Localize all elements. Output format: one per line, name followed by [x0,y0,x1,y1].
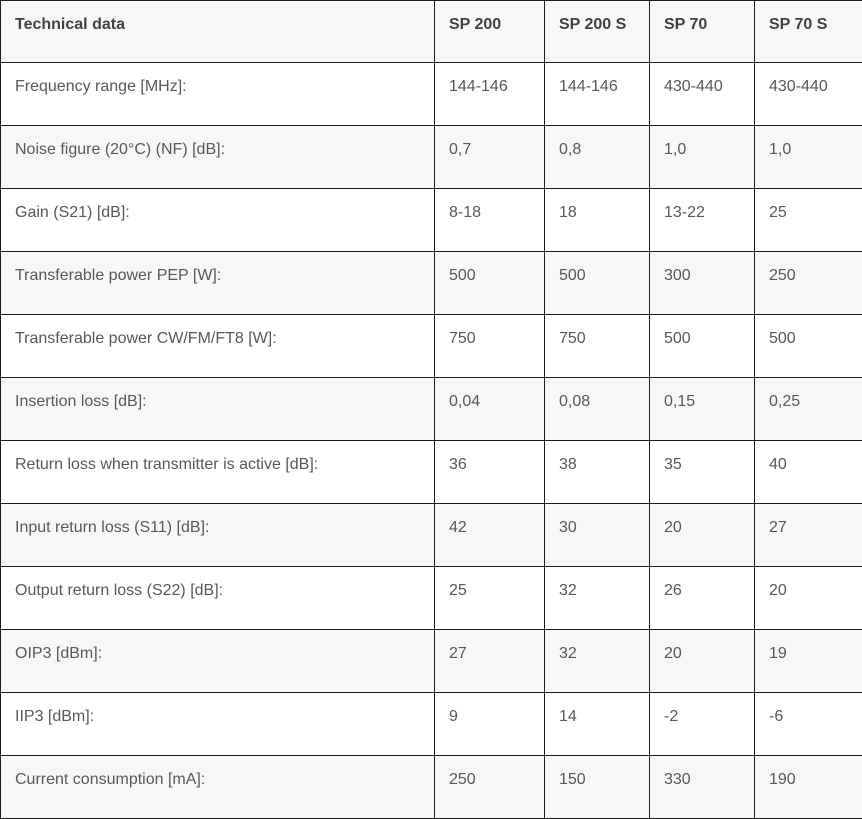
value-cell: 35 [650,441,755,504]
value-cell: 430-440 [650,63,755,126]
value-cell: 30 [545,504,650,567]
value-cell: 0,15 [650,378,755,441]
value-cell: 1,0 [755,126,862,189]
value-cell: 18 [545,189,650,252]
header-cell-product: SP 200 S [545,1,650,63]
value-cell: 0,8 [545,126,650,189]
value-cell: -6 [755,693,862,756]
row-label-cell: Current consumption [mA]: [1,756,435,819]
row-label-cell: Return loss when transmitter is active [… [1,441,435,504]
value-cell: 25 [435,567,545,630]
value-cell: 32 [545,630,650,693]
header-cell-product: SP 200 [435,1,545,63]
value-cell: 40 [755,441,862,504]
value-cell: 36 [435,441,545,504]
value-cell: 250 [435,756,545,819]
value-cell: 144-146 [435,63,545,126]
value-cell: 27 [435,630,545,693]
value-cell: 26 [650,567,755,630]
value-cell: 0,04 [435,378,545,441]
value-cell: 150 [545,756,650,819]
value-cell: 500 [435,252,545,315]
value-cell: 42 [435,504,545,567]
value-cell: 0,7 [435,126,545,189]
row-label-cell: Gain (S21) [dB]: [1,189,435,252]
value-cell: 8-18 [435,189,545,252]
header-cell-product: SP 70 S [755,1,862,63]
value-cell: 190 [755,756,862,819]
value-cell: 0,08 [545,378,650,441]
value-cell: 14 [545,693,650,756]
value-cell: 750 [545,315,650,378]
row-label-cell: Transferable power PEP [W]: [1,252,435,315]
value-cell: 430-440 [755,63,862,126]
value-cell: 250 [755,252,862,315]
value-cell: 32 [545,567,650,630]
value-cell: 13-22 [650,189,755,252]
row-label-cell: IIP3 [dBm]: [1,693,435,756]
value-cell: 20 [650,504,755,567]
header-cell-technical-data: Technical data [1,1,435,63]
value-cell: 20 [650,630,755,693]
value-cell: 500 [755,315,862,378]
value-cell: 750 [435,315,545,378]
value-cell: 19 [755,630,862,693]
value-cell: 330 [650,756,755,819]
value-cell: 1,0 [650,126,755,189]
value-cell: 9 [435,693,545,756]
table-row: Return loss when transmitter is active [… [1,441,862,504]
value-cell: 300 [650,252,755,315]
value-cell: 500 [545,252,650,315]
value-cell: 500 [650,315,755,378]
value-cell: 0,25 [755,378,862,441]
value-cell: 144-146 [545,63,650,126]
row-label-cell: Transferable power CW/FM/FT8 [W]: [1,315,435,378]
header-cell-product: SP 70 [650,1,755,63]
row-label-cell: Insertion loss [dB]: [1,378,435,441]
value-cell: 25 [755,189,862,252]
value-cell: 27 [755,504,862,567]
value-cell: 20 [755,567,862,630]
row-label-cell: Input return loss (S11) [dB]: [1,504,435,567]
row-label-cell: Frequency range [MHz]: [1,63,435,126]
value-cell: -2 [650,693,755,756]
value-cell: 38 [545,441,650,504]
row-label-cell: Noise figure (20°C) (NF) [dB]: [1,126,435,189]
row-label-cell: Output return loss (S22) [dB]: [1,567,435,630]
row-label-cell: OIP3 [dBm]: [1,630,435,693]
